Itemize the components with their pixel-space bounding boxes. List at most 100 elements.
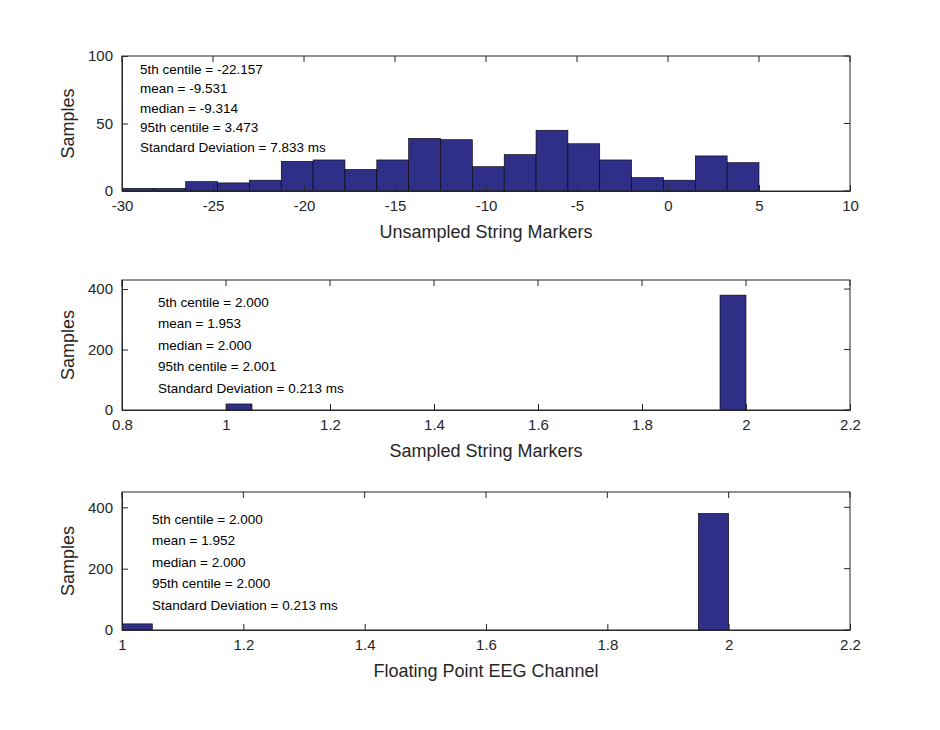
x-tick-mark	[642, 404, 643, 410]
x-tick: 2.2	[840, 404, 861, 433]
x-tick-mark-top	[395, 56, 396, 62]
histogram-bar	[695, 156, 727, 191]
panel: 0.811.21.41.61.822.20200400Sampled Strin…	[58, 280, 861, 461]
x-tick-label: 10	[842, 197, 859, 214]
annotation: Standard Deviation = 0.213 ms	[152, 598, 338, 613]
y-tick: 200	[88, 560, 128, 577]
y-axis-title: Samples	[58, 310, 78, 380]
x-tick-mark	[759, 185, 760, 191]
x-tick-label: 2	[742, 416, 750, 433]
x-tick-mark	[243, 624, 244, 630]
histogram-bar	[281, 161, 313, 191]
x-tick-mark	[395, 185, 396, 191]
histogram-bar	[186, 182, 218, 191]
x-tick-mark	[304, 185, 305, 191]
y-tick-mark	[122, 350, 128, 351]
y-axis: 0200400	[88, 280, 128, 418]
histogram-bar	[720, 295, 746, 410]
y-tick-label: 50	[96, 115, 113, 132]
x-tick-label: 2	[725, 636, 733, 653]
histogram-bar	[218, 183, 250, 191]
x-tick-mark-top	[243, 492, 244, 498]
y-tick-label: 200	[88, 560, 113, 577]
y-tick-mark	[122, 410, 128, 411]
x-tick: 1.4	[424, 404, 445, 433]
y-tick: 400	[88, 280, 128, 297]
y-axis: 0 200 400	[88, 493, 128, 639]
histogram-bar	[226, 404, 252, 410]
y-tick-mark	[122, 191, 128, 192]
histogram-bar	[504, 155, 536, 191]
x-tick: -20	[294, 185, 316, 214]
x-axis: 0.811.21.41.61.822.2	[112, 404, 861, 433]
x-tick-mark	[330, 404, 331, 410]
plot-frame	[122, 56, 850, 191]
y-tick-mark-right	[844, 507, 850, 508]
x-tick-mark-top	[642, 280, 643, 286]
x-tick-label: 1.8	[597, 636, 618, 653]
x-tick: 10	[842, 185, 859, 214]
y-tick-label: 100	[88, 47, 113, 64]
annotation-block: 5th centile = 2.000mean = 1.952median = …	[152, 512, 338, 613]
x-tick-mark	[729, 624, 730, 630]
x-tick: -15	[385, 185, 407, 214]
x-tick-mark-top	[122, 280, 123, 286]
x-tick: 0	[664, 185, 672, 214]
plot-frame	[122, 492, 850, 630]
y-tick-mark	[122, 569, 128, 570]
x-tick: 1.8	[597, 624, 618, 653]
y-tick: 0	[105, 621, 128, 638]
bars	[122, 130, 759, 191]
x-tick: 1.2	[320, 404, 341, 433]
y-tick-label: 400	[88, 499, 113, 516]
annotation: Standard Deviation = 0.213 ms	[158, 381, 344, 396]
x-tick-label: -20	[294, 197, 316, 214]
y-tick-mark-right	[844, 410, 850, 411]
y-axis-line	[122, 493, 123, 631]
y-tick: 100	[88, 47, 128, 64]
y-tick-mark-right	[844, 630, 850, 631]
y-tick-mark-right	[844, 191, 850, 192]
x-tick-mark	[365, 624, 366, 630]
x-tick-mark	[850, 404, 851, 410]
y-tick-label: 0	[105, 621, 113, 638]
y-tick-mark-right	[844, 349, 850, 350]
x-tick-mark	[226, 404, 227, 410]
histogram-bar	[409, 138, 441, 191]
x-tick: -10	[476, 185, 498, 214]
x-tick-label: 1.4	[424, 416, 445, 433]
x-axis-line	[123, 630, 851, 631]
x-ticks-top	[122, 492, 850, 498]
x-tick-mark	[668, 185, 669, 191]
histogram-bar	[698, 513, 728, 630]
plot-area	[122, 280, 850, 410]
y-tick-mark	[122, 289, 128, 290]
annotation: mean = 1.953	[158, 316, 241, 331]
x-tick: 2.2	[840, 624, 861, 653]
x-tick: 1.6	[476, 624, 497, 653]
histogram-bar	[441, 140, 473, 191]
x-tick-mark	[577, 185, 578, 191]
x-tick-mark	[538, 404, 539, 410]
histogram-bar	[249, 180, 281, 191]
histogram-bar	[377, 160, 409, 191]
x-tick-mark-top	[668, 56, 669, 62]
x-tick-mark-top	[122, 56, 123, 62]
x-tick-mark	[607, 624, 608, 630]
annotation: median = 2.000	[152, 555, 245, 570]
x-tick-label: 0	[664, 197, 672, 214]
x-tick-mark	[213, 185, 214, 191]
histogram-bar	[536, 130, 568, 191]
x-tick-mark	[850, 624, 851, 630]
annotation: 95th centile = 2.001	[158, 359, 276, 374]
x-tick-mark-top	[304, 56, 305, 62]
x-ticks-top	[122, 280, 850, 286]
plot-area	[122, 56, 850, 191]
x-tick-label: -5	[571, 197, 584, 214]
x-axis: -30-25-20-15-10-50510	[112, 185, 859, 214]
x-tick-label: 1	[222, 416, 230, 433]
y-tick-label: 400	[88, 280, 113, 297]
histogram-bar	[313, 160, 345, 191]
x-tick-label: 0.8	[112, 416, 133, 433]
y-tick-mark	[122, 630, 128, 631]
